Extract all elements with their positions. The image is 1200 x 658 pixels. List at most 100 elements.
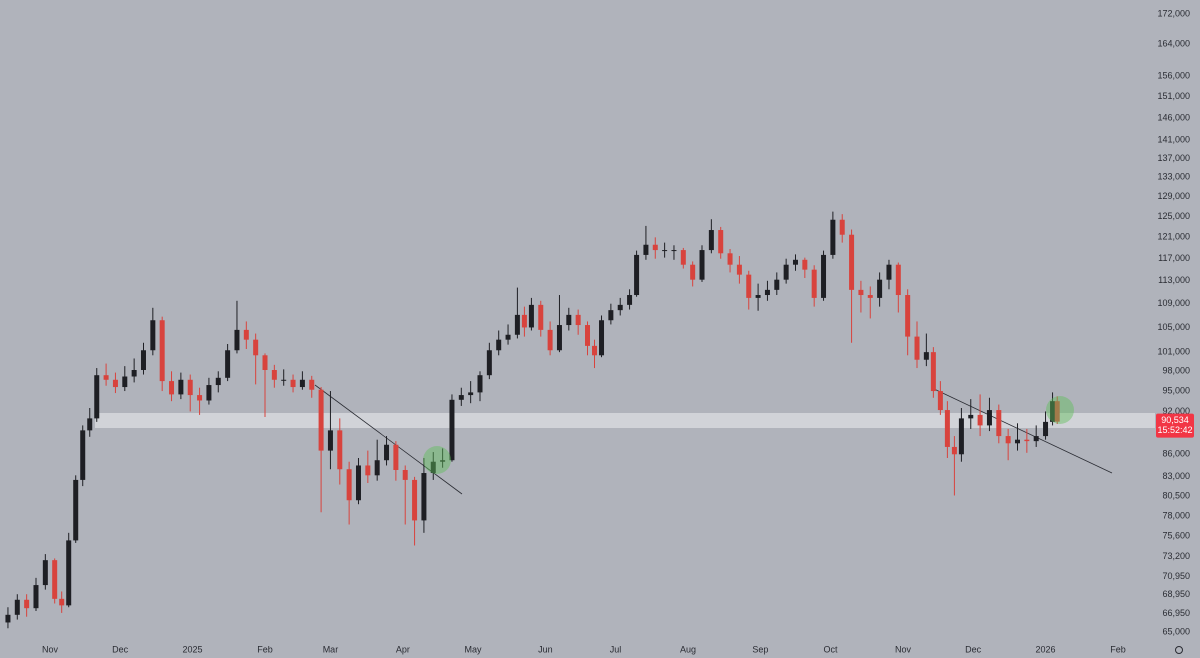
- highlight-circle: [1046, 396, 1074, 424]
- settings-icon[interactable]: [1175, 646, 1183, 654]
- candle-body: [662, 250, 668, 252]
- candle-body: [458, 395, 464, 400]
- candle-body: [80, 430, 86, 480]
- y-tick-label: 66,950: [1162, 608, 1190, 618]
- candle-body: [652, 244, 658, 251]
- candle-body: [477, 375, 483, 393]
- y-tick-label: 137,000: [1157, 153, 1190, 163]
- candle-body: [87, 418, 93, 431]
- candle-body: [680, 250, 686, 265]
- y-tick-label: 70,950: [1162, 571, 1190, 581]
- candle-body: [309, 379, 315, 390]
- candle-body: [271, 369, 277, 380]
- x-tick-label: Oct: [824, 644, 839, 654]
- support-zone: [95, 413, 1155, 428]
- candle-body: [103, 375, 109, 380]
- candle-body: [930, 352, 936, 392]
- x-tick-label: Dec: [965, 644, 982, 654]
- candle-body: [699, 250, 705, 280]
- y-tick-label: 65,000: [1162, 627, 1190, 637]
- candle-body: [73, 479, 79, 541]
- y-tick-label: 121,000: [1157, 232, 1190, 242]
- candle-body: [1054, 401, 1060, 422]
- candle-body: [643, 244, 649, 255]
- candle-body: [159, 320, 165, 382]
- x-tick-label: Jun: [538, 644, 553, 654]
- candle-body: [486, 350, 492, 376]
- candle-body: [968, 414, 974, 419]
- candle-body: [671, 250, 677, 252]
- y-tick-label: 101,000: [1157, 347, 1190, 357]
- candle-body: [24, 599, 30, 609]
- x-tick-label: May: [464, 644, 482, 654]
- candle-body: [556, 325, 562, 351]
- y-tick-label: 73,200: [1162, 551, 1190, 561]
- y-tick-label: 129,000: [1157, 191, 1190, 201]
- candle-body: [1005, 436, 1011, 444]
- y-tick-label: 164,000: [1157, 39, 1190, 49]
- candle-body: [774, 279, 780, 290]
- x-tick-label: Feb: [257, 644, 273, 654]
- candle-body: [5, 614, 11, 623]
- candle-body: [346, 469, 352, 501]
- candle-body: [690, 264, 696, 280]
- candle-body: [253, 339, 259, 356]
- candle-body: [914, 336, 920, 360]
- candle-body: [886, 264, 892, 280]
- candle-body: [66, 540, 72, 606]
- candle-body: [440, 460, 446, 462]
- candle-body: [412, 479, 418, 521]
- x-tick-label: Dec: [112, 644, 129, 654]
- candle-body: [566, 314, 572, 326]
- candle-body: [1043, 421, 1049, 437]
- candle-body: [430, 461, 436, 474]
- highlight-circle: [423, 446, 451, 474]
- candle-body: [528, 304, 534, 328]
- candle-body: [521, 314, 527, 328]
- candle-body: [337, 430, 343, 470]
- candle-body: [547, 329, 553, 351]
- candle-body: [327, 430, 333, 451]
- candle-body: [421, 473, 427, 521]
- candle-body: [122, 376, 128, 388]
- candle-body: [281, 379, 287, 381]
- candle-body: [299, 379, 305, 388]
- candle-body: [755, 295, 761, 298]
- candle-body: [150, 320, 156, 351]
- candle-body: [944, 410, 950, 447]
- candle-body: [1014, 439, 1020, 444]
- candle-body: [627, 295, 633, 305]
- y-tick-label: 133,000: [1157, 172, 1190, 182]
- x-tick-label: 2026: [1036, 644, 1056, 654]
- candle-body: [496, 339, 502, 351]
- candle-body: [59, 598, 65, 606]
- x-tick-label: Nov: [42, 644, 59, 654]
- candle-body: [52, 560, 58, 599]
- candle-body: [592, 345, 598, 356]
- candle-body: [608, 310, 614, 321]
- candle-body: [206, 385, 212, 401]
- y-tick-label: 105,000: [1157, 322, 1190, 332]
- candle-body: [14, 599, 20, 615]
- y-tick-label: 78,000: [1162, 511, 1190, 521]
- x-tick-label: 2025: [183, 644, 203, 654]
- candle-body: [178, 379, 184, 395]
- candle-body: [708, 230, 714, 251]
- candle-body: [830, 219, 836, 255]
- candle-body: [821, 254, 827, 298]
- x-tick-label: Feb: [1110, 644, 1126, 654]
- candle-body: [468, 392, 474, 396]
- price-tag-label: 90,534: [1161, 415, 1189, 425]
- y-tick-label: 113,000: [1158, 275, 1190, 285]
- y-tick-label: 172,000: [1157, 8, 1190, 18]
- y-tick-label: 117,000: [1158, 253, 1190, 263]
- candle-body: [585, 325, 591, 346]
- candle-body: [895, 264, 901, 296]
- candle-body: [958, 418, 964, 455]
- x-tick-label: Mar: [323, 644, 339, 654]
- y-tick-label: 151,000: [1157, 91, 1190, 101]
- candle-body: [33, 585, 39, 609]
- candle-body: [996, 410, 1002, 437]
- candle-body: [449, 399, 455, 461]
